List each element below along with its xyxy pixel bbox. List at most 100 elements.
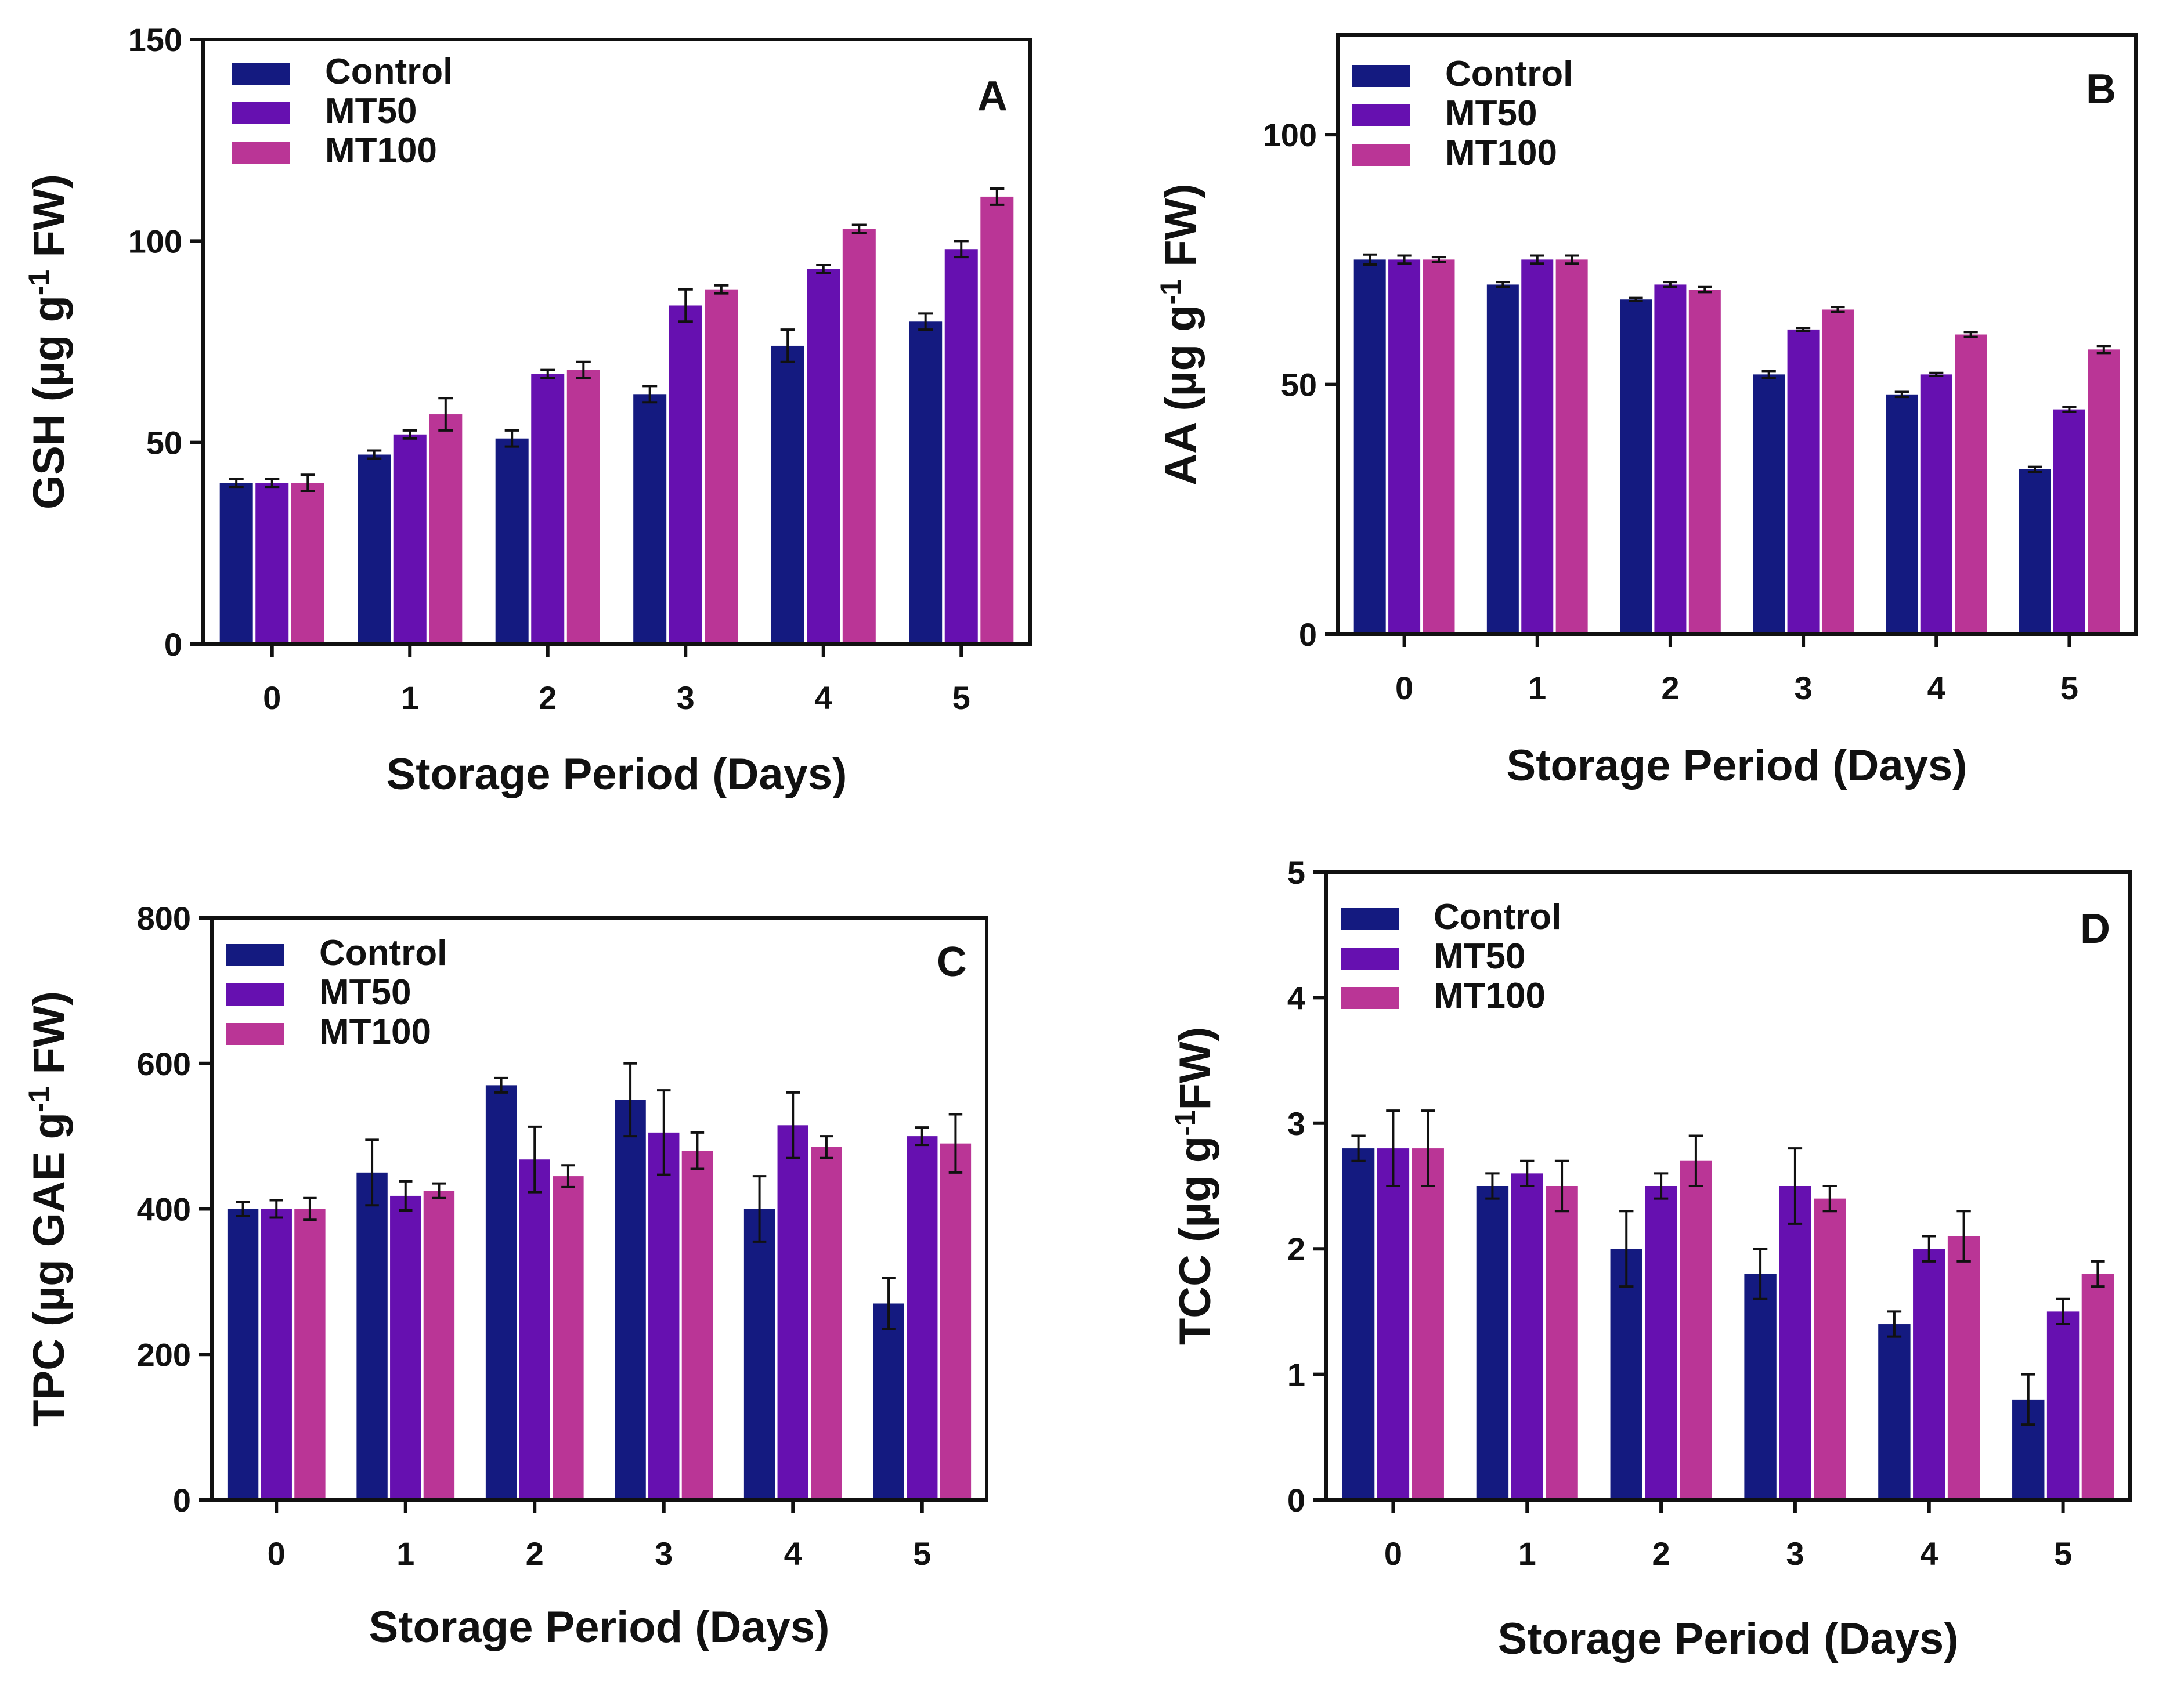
error-bar-b-control-day-2 xyxy=(1629,296,1643,302)
legend-label-b-control: Control xyxy=(1445,54,1573,94)
x-tick-label-a-2: 2 xyxy=(539,679,557,716)
error-bar-c-mt50-day-0 xyxy=(269,1199,283,1219)
error-bar-d-control-day-0 xyxy=(1351,1134,1366,1162)
bar-d-mt50-day-3 xyxy=(1779,1186,1811,1500)
bar-b-mt100-day-5 xyxy=(2088,349,2120,634)
bar-d-mt100-day-1 xyxy=(1546,1186,1578,1500)
y-axis-title-b: AA (µg g-1 FW) xyxy=(1154,183,1205,485)
bar-d-mt50-day-0 xyxy=(1377,1148,1410,1500)
legend-label-a-mt100: MT100 xyxy=(325,131,437,171)
bar-a-mt100-day-0 xyxy=(291,483,324,644)
legend-label-b-mt50: MT50 xyxy=(1445,93,1537,133)
legend-swatch-a-mt100 xyxy=(232,142,290,164)
bar-a-control-day-0 xyxy=(219,483,253,644)
y-tick-label-c-600: 600 xyxy=(137,1046,191,1082)
y-axis-title-a: GSH (µg g-1 FW) xyxy=(23,174,74,509)
error-bar-a-control-day-1 xyxy=(367,449,382,460)
error-bar-d-control-day-1 xyxy=(1485,1172,1500,1200)
bar-d-control-day-0 xyxy=(1342,1148,1375,1500)
bar-a-control-day-2 xyxy=(495,438,529,644)
bar-d-control-day-4 xyxy=(1878,1324,1911,1500)
x-tick-label-c-5: 5 xyxy=(913,1535,931,1572)
legend-swatch-c-control xyxy=(226,944,284,966)
bar-c-control-day-4 xyxy=(743,1209,775,1500)
error-bar-d-mt50-day-4 xyxy=(1922,1235,1936,1263)
bar-d-mt100-day-4 xyxy=(1947,1236,1980,1500)
y-tick-label-a-50: 50 xyxy=(146,425,182,461)
x-axis-title-d: Storage Period (Days) xyxy=(1498,1614,1959,1664)
error-bar-b-mt50-day-0 xyxy=(1397,254,1412,265)
y-tick-label-d-5: 5 xyxy=(1287,854,1305,891)
bar-d-mt100-day-2 xyxy=(1680,1160,1712,1500)
error-bar-b-mt50-day-2 xyxy=(1663,281,1678,288)
error-bar-d-control-day-3 xyxy=(1753,1248,1768,1300)
error-bar-a-mt100-day-5 xyxy=(990,187,1005,206)
error-bar-c-mt100-day-2 xyxy=(561,1164,575,1188)
legend-label-c-mt50: MT50 xyxy=(319,972,411,1013)
plot-frame-d xyxy=(1324,870,2132,1502)
legend-swatch-c-mt100 xyxy=(226,1023,284,1045)
error-bar-d-mt50-day-3 xyxy=(1788,1147,1803,1225)
error-bar-b-mt50-day-3 xyxy=(1796,327,1811,332)
x-tick-label-a-0: 0 xyxy=(263,679,281,716)
legend-swatch-d-mt100 xyxy=(1341,987,1399,1009)
error-bar-a-mt100-day-1 xyxy=(438,397,453,432)
chart-panel-a: 0 50 100 150 0 1 2 3 4 5 Storage Period (Days) GSH … xyxy=(23,21,1032,799)
y-axis-title-c: TPC (µg GAE g-1 FW) xyxy=(23,991,74,1427)
legend-label-c-mt100: MT100 xyxy=(319,1012,431,1052)
error-bar-a-mt50-day-0 xyxy=(265,478,280,489)
bar-b-mt100-day-3 xyxy=(1821,309,1854,634)
error-bar-a-control-day-2 xyxy=(504,429,519,448)
error-bar-d-mt50-day-5 xyxy=(2056,1297,2070,1326)
error-bar-d-mt50-day-2 xyxy=(1654,1172,1669,1200)
bar-d-mt100-day-5 xyxy=(2081,1274,2114,1500)
y-tick-label-a-0: 0 xyxy=(164,626,182,663)
bar-b-mt50-day-5 xyxy=(2053,409,2085,634)
bar-d-control-day-3 xyxy=(1744,1274,1777,1500)
chart-panel-b: 0 50 100 0 1 2 3 4 5 Storage Period (Days) AA (µg … xyxy=(1154,33,2138,790)
bar-b-control-day-4 xyxy=(1886,394,1918,634)
bar-a-mt100-day-4 xyxy=(842,229,876,644)
error-bar-b-control-day-1 xyxy=(1496,281,1510,288)
x-tick-label-b-3: 3 xyxy=(1795,670,1813,706)
bar-b-mt100-day-2 xyxy=(1688,290,1721,634)
plot-frame-a xyxy=(201,38,1032,646)
panel-letter-a: A xyxy=(977,73,1008,120)
bar-b-control-day-1 xyxy=(1486,284,1519,635)
error-bar-a-control-day-3 xyxy=(642,385,658,404)
bar-a-mt100-day-2 xyxy=(566,370,600,644)
error-bar-d-mt100-day-5 xyxy=(2091,1260,2105,1288)
error-bar-d-mt50-day-1 xyxy=(1520,1159,1535,1187)
error-bar-a-mt50-day-3 xyxy=(678,288,693,323)
y-tick-label-c-0: 0 xyxy=(173,1482,191,1518)
bar-c-control-day-1 xyxy=(356,1172,388,1500)
bar-b-control-day-0 xyxy=(1353,259,1386,634)
error-bar-d-mt100-day-1 xyxy=(1554,1159,1569,1213)
y-tick-label-d-4: 4 xyxy=(1287,979,1305,1016)
x-tick-label-b-2: 2 xyxy=(1661,670,1679,706)
x-tick-label-c-3: 3 xyxy=(655,1535,673,1572)
bar-a-control-day-4 xyxy=(771,345,804,644)
error-bar-c-control-day-0 xyxy=(236,1200,250,1218)
error-bar-a-mt50-day-5 xyxy=(954,240,969,259)
bar-a-mt50-day-2 xyxy=(531,374,565,644)
bar-c-mt50-day-4 xyxy=(777,1125,808,1500)
x-tick-label-c-2: 2 xyxy=(526,1535,544,1572)
error-bar-c-control-day-2 xyxy=(494,1076,508,1094)
error-bar-b-control-day-0 xyxy=(1363,253,1377,266)
error-bar-a-mt50-day-1 xyxy=(402,429,417,440)
error-bar-c-mt50-day-4 xyxy=(786,1091,800,1159)
x-tick-label-b-5: 5 xyxy=(2060,670,2078,706)
bar-d-mt100-day-3 xyxy=(1814,1198,1846,1500)
x-axis-title-c: Storage Period (Days) xyxy=(369,1603,830,1652)
bar-a-mt100-day-1 xyxy=(429,414,463,644)
error-bar-d-mt50-day-0 xyxy=(1386,1109,1400,1187)
error-bar-b-mt100-day-3 xyxy=(1831,306,1845,313)
bar-a-mt50-day-1 xyxy=(393,434,427,644)
error-bar-a-mt100-day-4 xyxy=(851,223,867,234)
error-bar-d-control-day-2 xyxy=(1619,1210,1634,1288)
